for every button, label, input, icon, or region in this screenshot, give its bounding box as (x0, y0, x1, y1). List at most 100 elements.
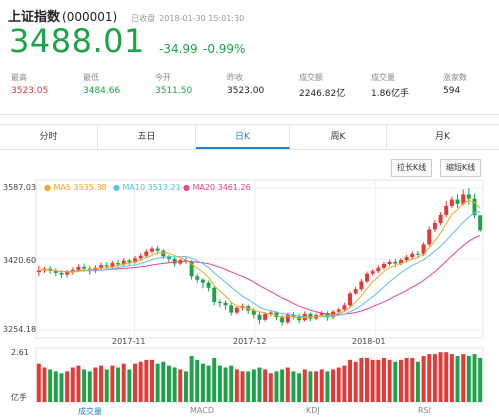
volume-bar (195, 359, 200, 402)
volume-bar (421, 356, 426, 402)
candle-body (116, 263, 121, 265)
tab-daily-k[interactable]: 日K (196, 125, 290, 149)
market-status: 已收盘 (131, 14, 156, 23)
volume-bar (314, 371, 319, 402)
candle-body (121, 260, 126, 265)
volume-bar (274, 371, 279, 402)
volume-bar (466, 356, 471, 402)
volume-bar (285, 367, 290, 402)
volume-bar (449, 354, 454, 402)
y-label-min: 3254.18 (3, 325, 37, 334)
price-change-pct: -0.99% (203, 42, 246, 56)
tab-intraday[interactable]: 分时 (0, 125, 98, 149)
volume-bar (200, 363, 205, 402)
candle-body (155, 248, 160, 251)
volume-bar (382, 357, 386, 402)
volume-bar (387, 359, 392, 402)
moving-averages (38, 199, 481, 319)
stat-label: 最低 (83, 73, 99, 82)
candle-body (53, 270, 58, 273)
y-label-mid: 3420.60 (3, 256, 37, 265)
candle-body (99, 265, 104, 268)
volume-bar (53, 371, 58, 402)
indicator-tab-kdj[interactable]: KDJ (306, 406, 320, 415)
stat-value: 3484.66 (83, 86, 121, 96)
stat-label: 今开 (155, 73, 171, 82)
candle-body (438, 214, 443, 223)
volume-bar (70, 367, 75, 402)
volume-bar (348, 359, 353, 402)
tab-monthly-k[interactable]: 月K (435, 132, 450, 142)
x-label: 2017-11 (112, 337, 146, 346)
stat-low: 最低 3484.66 (83, 72, 120, 96)
volume-bar (229, 365, 234, 402)
volume-bar (342, 365, 347, 402)
volume-bar (144, 359, 149, 402)
volume-bar (444, 352, 449, 402)
candle-body (285, 314, 290, 323)
stat-value: 3523.00 (227, 86, 265, 96)
volume-bar (76, 365, 81, 402)
volume-bar (183, 371, 188, 402)
volume-bar (65, 371, 70, 402)
ma5-line (38, 199, 481, 319)
candle-body (212, 287, 217, 302)
volume-bar (472, 354, 477, 402)
candle-body (110, 263, 115, 267)
candle-body (274, 312, 279, 318)
volume-bar (127, 369, 132, 402)
volume-bar (404, 357, 409, 402)
tab-five-day[interactable]: 五日 (98, 125, 196, 149)
stat-open: 今开 3511.50 (155, 72, 192, 96)
candle-body (387, 261, 392, 264)
candle-body (223, 302, 228, 306)
volume-bar (415, 361, 420, 402)
candle-body (217, 301, 222, 303)
indicator-tab-rsi[interactable]: RSI (418, 406, 431, 415)
candle-body (133, 258, 137, 263)
indicator-tab-macd[interactable]: MACD (190, 406, 214, 415)
chart-grid (35, 179, 484, 403)
header-divider (0, 114, 499, 115)
candle-body (172, 258, 177, 264)
candle-body (410, 253, 415, 258)
candle-body (398, 260, 403, 264)
current-price: 3488.01 (9, 22, 145, 60)
candle-body (138, 255, 143, 259)
candle-body (76, 266, 81, 270)
volume-bar (116, 367, 121, 402)
shrink-kline-button[interactable]: 缩短K线 (440, 159, 482, 177)
candle-body (393, 261, 398, 264)
candle-body (365, 273, 369, 282)
candle-body (127, 260, 132, 263)
legend-label: MA5 3535.38 (53, 183, 107, 192)
volume-bar (217, 365, 222, 402)
extend-kline-button[interactable]: 拉长K线 (391, 159, 433, 177)
indicator-tab-volume[interactable]: 成交量 (78, 407, 102, 416)
stat-prev-close: 昨收 3523.00 (227, 72, 264, 96)
volume-bar (121, 363, 126, 402)
candle-body (308, 313, 313, 319)
tab-weekly-k[interactable]: 周K (290, 125, 387, 149)
candle-body (404, 257, 409, 261)
volume-bar (398, 359, 403, 402)
volume-bar (93, 367, 98, 402)
volume-bar (155, 363, 160, 402)
legend-ma5: ● MA5 3535.38 (44, 183, 107, 192)
volume-unit-label: 亿手 (11, 393, 27, 402)
volume-bar (99, 365, 104, 402)
stat-label: 最高 (11, 73, 27, 82)
candle-body (189, 261, 194, 277)
candle-body (229, 305, 234, 313)
candle-body (421, 244, 426, 255)
volume-bar (178, 369, 183, 402)
price-change: -34.99 (159, 42, 198, 56)
stat-volume: 成交量 1.86亿手 (371, 72, 409, 99)
stats-bar: 最高 3523.05 最低 3484.66 今开 3511.50 昨收 3523.00 … (0, 72, 499, 102)
volume-bar (365, 357, 369, 402)
candle-body (93, 267, 98, 272)
volume-bar (302, 369, 307, 402)
stat-high: 最高 3523.05 (11, 72, 48, 96)
stat-label: 昨收 (227, 73, 243, 82)
